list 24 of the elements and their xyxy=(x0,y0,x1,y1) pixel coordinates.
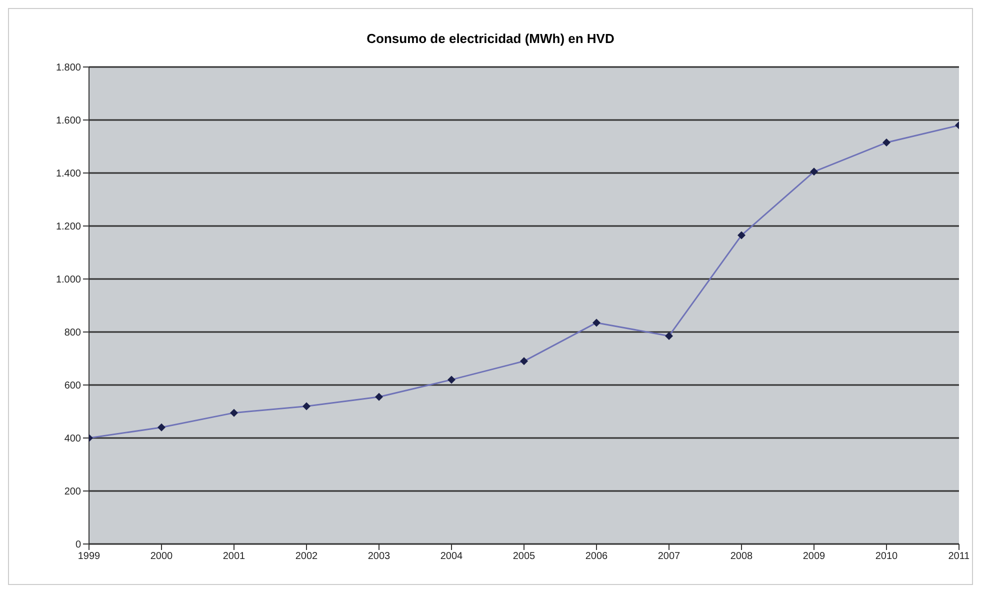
x-tick-label: 2010 xyxy=(875,551,898,562)
x-tick-label: 2007 xyxy=(658,551,681,562)
y-tick-label: 1.800 xyxy=(56,62,82,74)
chart-title: Consumo de electricidad (MWh) en HVD xyxy=(366,30,616,48)
x-tick-label: 1999 xyxy=(78,551,101,562)
y-tick-label: 200 xyxy=(64,486,82,498)
x-tick-label: 2002 xyxy=(295,551,318,562)
x-tick-label: 2000 xyxy=(150,551,174,562)
x-tick-label: 2004 xyxy=(440,551,464,562)
y-tick-label: 400 xyxy=(64,434,82,445)
y-tick-label: 0 xyxy=(75,540,82,551)
x-tick-label: 2005 xyxy=(512,551,536,562)
x-tick-label: 2003 xyxy=(368,551,391,562)
y-tick-label: 1.200 xyxy=(56,222,82,233)
y-tick-label: 800 xyxy=(64,328,82,339)
x-tick-label: 2006 xyxy=(585,551,608,562)
x-tick-label: 2008 xyxy=(730,551,754,562)
x-tick-label: 2009 xyxy=(802,551,826,562)
x-tick-label: 2001 xyxy=(222,551,246,562)
y-tick-label: 1.600 xyxy=(56,116,82,127)
y-tick-label: 1.000 xyxy=(56,274,82,286)
x-tick-label: 2011 xyxy=(948,551,970,562)
y-tick-label: 600 xyxy=(64,380,82,392)
y-tick-label: 1.400 xyxy=(56,168,82,180)
